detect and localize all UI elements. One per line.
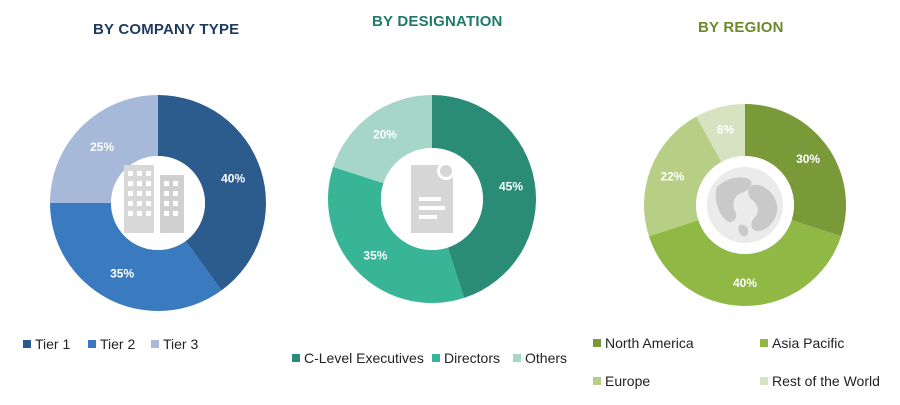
donut-slice-tier-3 [50,95,158,203]
slice-percent-label: 35% [110,266,134,280]
legend-swatch [88,340,96,348]
legend-swatch [23,340,31,348]
slice-percent-label: 40% [733,276,757,290]
slice-percent-label: 45% [499,179,523,193]
donut-slice-europe [644,116,722,237]
slice-percent-label: 35% [363,249,387,263]
chart-title-region: BY REGION [698,19,784,36]
slice-percent-label: 25% [90,140,114,154]
office-buildings-icon [124,165,184,233]
slice-percent-label: 40% [221,172,245,186]
donut-company-type: 40% 35% 25% [49,95,266,312]
donut-slice-asia-pacific [648,220,842,307]
legend-swatch [292,354,300,362]
donut-slice-others [333,95,432,184]
legend-label: Directors [444,350,501,366]
legend-item-c-level-executives: C-Level Executives [292,350,424,366]
legend-label: Tier 1 [35,336,71,352]
donut-slice-rest-of-the-world [696,104,745,163]
donut-slice-tier-2 [49,203,222,312]
legend-label: Others [525,350,568,366]
slice-percent-label: 8% [717,122,735,136]
legend-item-asia-pacific: Asia Pacific [760,335,844,351]
legend-label: Rest of the World [772,373,880,389]
legend-swatch [593,339,601,347]
legend-item-others: Others [513,350,567,366]
legend-label: C-Level Executives [304,350,424,366]
donut-slice-c-level-executives [432,95,536,298]
legend-item-directors: Directors [432,350,500,366]
legend-item-tier-1: Tier 1 [23,336,70,352]
legend-item-europe: Europe [593,373,650,389]
legend-swatch [151,340,159,348]
slice-percent-label: 22% [660,169,684,183]
legend-item-rest-of-the-world: Rest of the World [760,373,880,389]
legend-item-north-america: North America [593,335,694,351]
legend-swatch [760,377,768,385]
document-icon [411,162,455,233]
chart-title-designation: BY DESIGNATION [372,13,503,30]
legend-label: Tier 3 [163,336,199,352]
legend-label: North America [605,335,694,351]
legend-swatch [760,339,768,347]
legend-swatch [593,377,601,385]
slice-percent-label: 30% [796,152,820,166]
donut-slice-tier-1 [158,95,266,291]
legend-label: Tier 2 [100,336,136,352]
slice-percent-label: 20% [373,127,397,141]
donut-slice-directors [328,166,465,304]
legend-item-tier-2: Tier 2 [88,336,135,352]
legend-label: Europe [605,373,651,389]
legend-swatch [432,354,440,362]
chart-title-company-type: BY COMPANY TYPE [93,21,240,38]
globe-icon [707,167,783,243]
legend-item-tier-3: Tier 3 [151,336,198,352]
legend-label: Asia Pacific [772,335,845,351]
donut-slice-north-america [745,103,846,237]
legend-swatch [513,354,521,362]
